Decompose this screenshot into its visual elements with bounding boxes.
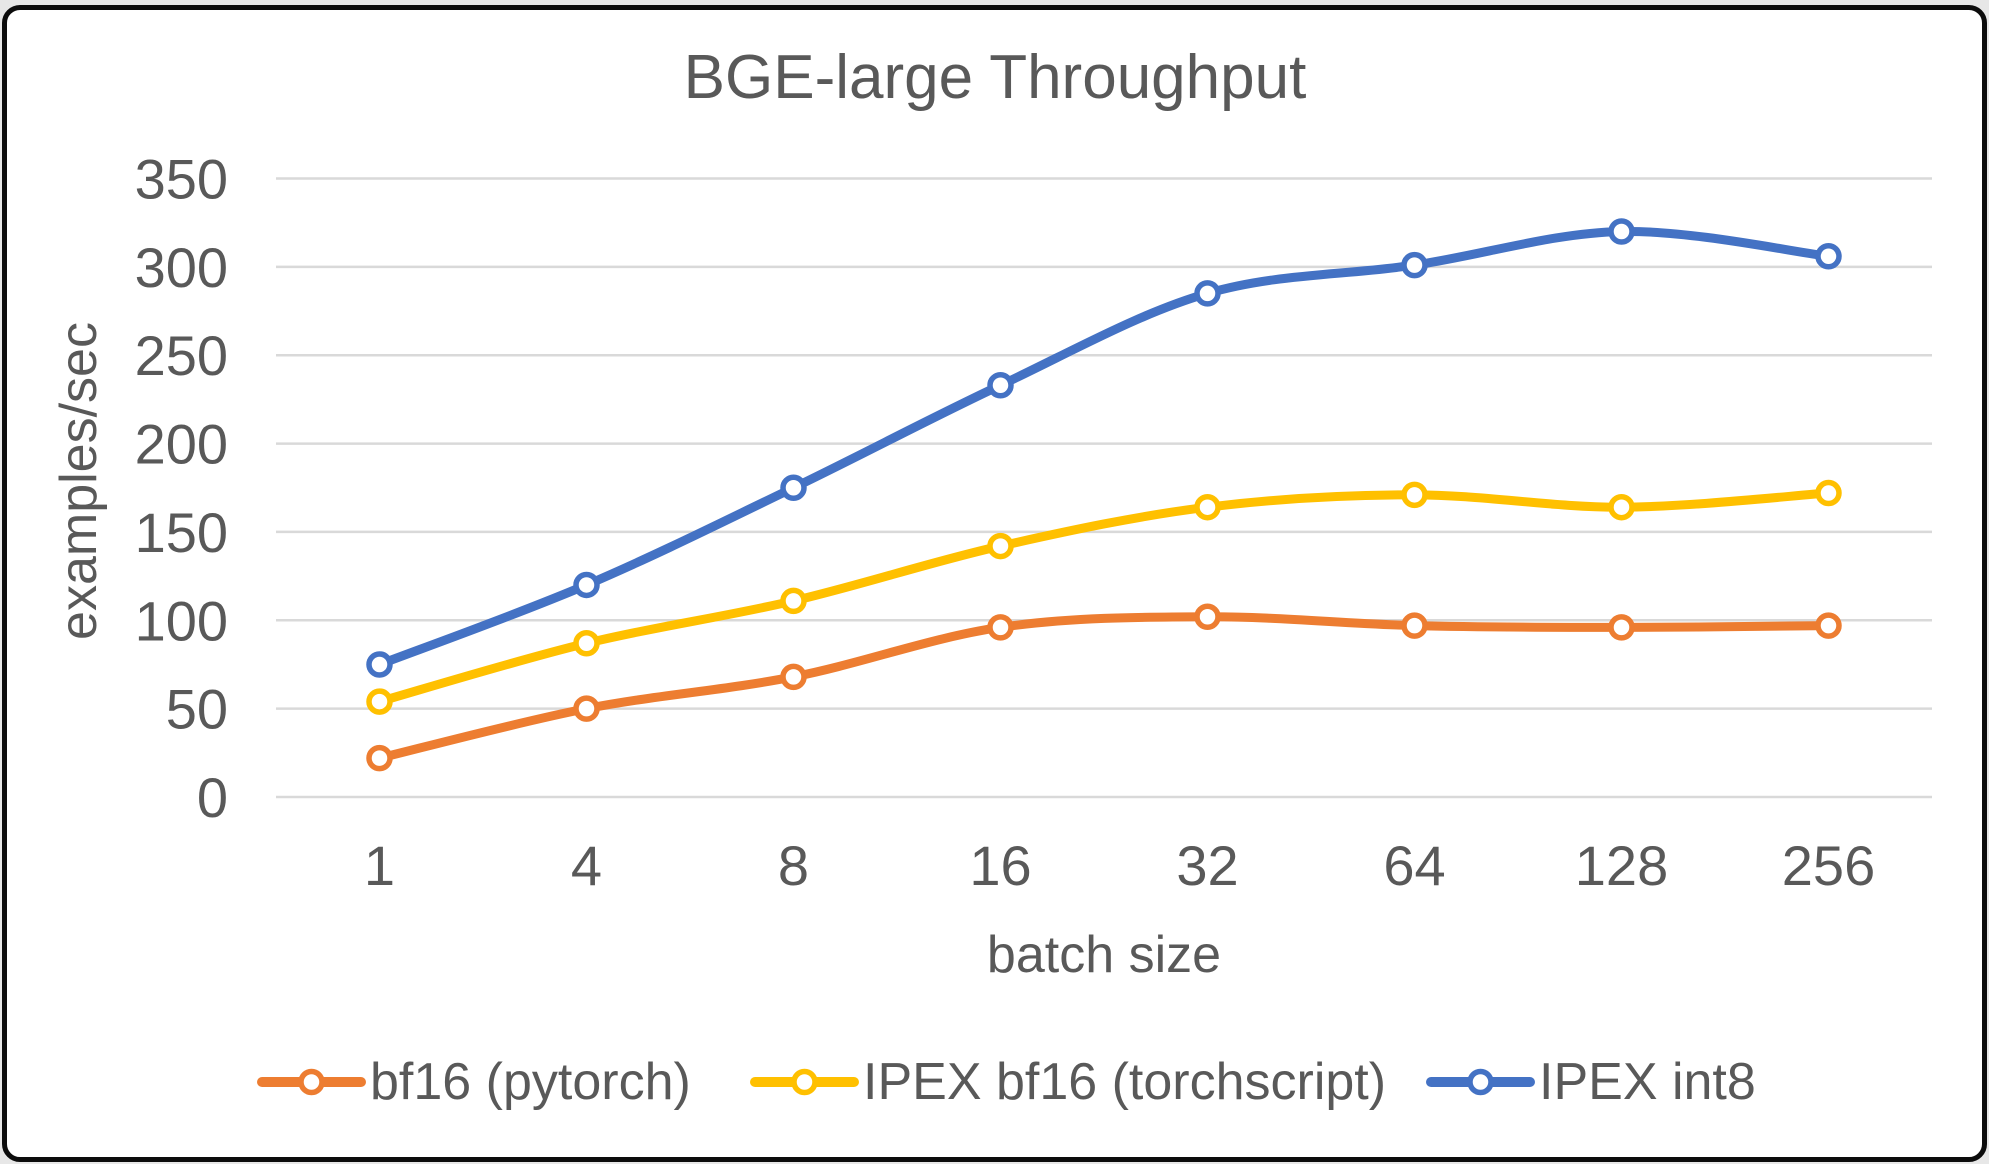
data-point-bf16-pytorch-16 (987, 614, 1014, 641)
legend-label-ipex-bf16-torchscript: IPEX bf16 (torchscript) (863, 1053, 1386, 1111)
data-point-ipex-bf16-torchscript-1 (366, 688, 393, 715)
data-point-ipex-int8-32 (1194, 280, 1221, 307)
data-point-bf16-pytorch-256 (1815, 612, 1842, 639)
data-point-ipex-int8-256 (1815, 243, 1842, 270)
x-axis-title: batch size (987, 926, 1221, 984)
x-tick-label-4: 4 (571, 834, 602, 897)
x-tick-label-256: 256 (1782, 834, 1875, 897)
data-point-ipex-int8-64 (1401, 251, 1428, 279)
data-point-bf16-pytorch-32 (1194, 603, 1221, 631)
legend-label-ipex-int8: IPEX int8 (1539, 1053, 1756, 1111)
x-tick-label-32: 32 (1176, 834, 1238, 897)
x-tick-label-16: 16 (969, 834, 1031, 897)
y-tick-label-100: 100 (135, 589, 228, 652)
data-point-ipex-bf16-torchscript-8 (780, 587, 807, 615)
legend-item-ipex-bf16-torchscript: IPEX bf16 (torchscript) (750, 1053, 1386, 1111)
data-point-bf16-pytorch-4 (573, 695, 600, 722)
y-tick-label-50: 50 (166, 678, 228, 741)
series-line-bf16-pytorch (375, 612, 1833, 763)
data-point-bf16-pytorch-64 (1401, 612, 1428, 639)
legend-marker-circle-ipex-bf16-torchscript (791, 1068, 818, 1096)
series-bf16-pytorch (366, 603, 1842, 772)
x-axis-tick-labels: 1 4 8 16 32 64 128 256 (364, 834, 1875, 897)
data-point-ipex-int8-128 (1608, 218, 1635, 245)
gridlines (276, 177, 1932, 799)
x-tick-label-8: 8 (778, 834, 809, 897)
chart-card (2, 5, 1987, 1162)
y-tick-label-350: 350 (135, 148, 228, 211)
data-point-ipex-bf16-torchscript-32 (1194, 493, 1221, 521)
data-point-bf16-pytorch-1 (366, 744, 393, 772)
series-ipex-int8 (366, 218, 1842, 678)
legend-marker-circle-ipex-int8 (1467, 1068, 1494, 1096)
y-tick-label-250: 250 (135, 324, 228, 387)
y-tick-label-150: 150 (135, 501, 228, 564)
y-axis-tick-labels: 0 50 100 150 200 250 300 350 (135, 148, 228, 830)
data-point-ipex-bf16-torchscript-16 (987, 532, 1014, 560)
data-point-ipex-bf16-torchscript-64 (1401, 481, 1428, 509)
data-point-ipex-int8-8 (780, 474, 807, 501)
data-point-bf16-pytorch-128 (1608, 614, 1635, 641)
x-tick-label-64: 64 (1383, 834, 1445, 897)
data-point-ipex-int8-1 (366, 651, 393, 678)
series-line-ipex-bf16-torchscript (375, 488, 1833, 707)
data-point-ipex-int8-16 (987, 372, 1014, 399)
legend-item-ipex-int8: IPEX int8 (1426, 1053, 1756, 1111)
data-point-ipex-bf16-torchscript-4 (573, 630, 600, 657)
data-point-bf16-pytorch-8 (780, 663, 807, 691)
x-tick-label-1: 1 (364, 834, 395, 897)
legend-label-bf16-pytorch: bf16 (pytorch) (370, 1053, 691, 1111)
data-point-ipex-bf16-torchscript-128 (1608, 493, 1635, 521)
y-tick-label-300: 300 (135, 236, 228, 299)
y-tick-label-0: 0 (197, 766, 228, 829)
chart-title: BGE-large Throughput (684, 43, 1307, 112)
y-axis-title: examples/sec (50, 322, 108, 640)
x-tick-label-128: 128 (1575, 834, 1668, 897)
y-tick-label-200: 200 (135, 413, 228, 476)
legend: bf16 (pytorch) IPEX bf16 (torchscript) IPE… (257, 1053, 1756, 1111)
legend-marker-circle-bf16-pytorch (298, 1068, 325, 1096)
series-lines (366, 218, 1842, 772)
legend-item-bf16-pytorch: bf16 (pytorch) (257, 1053, 691, 1111)
data-point-ipex-bf16-torchscript-256 (1815, 479, 1842, 507)
data-point-ipex-int8-4 (573, 571, 600, 599)
series-line-ipex-int8 (375, 227, 1833, 669)
series-ipex-bf16-torchscript (366, 479, 1842, 715)
